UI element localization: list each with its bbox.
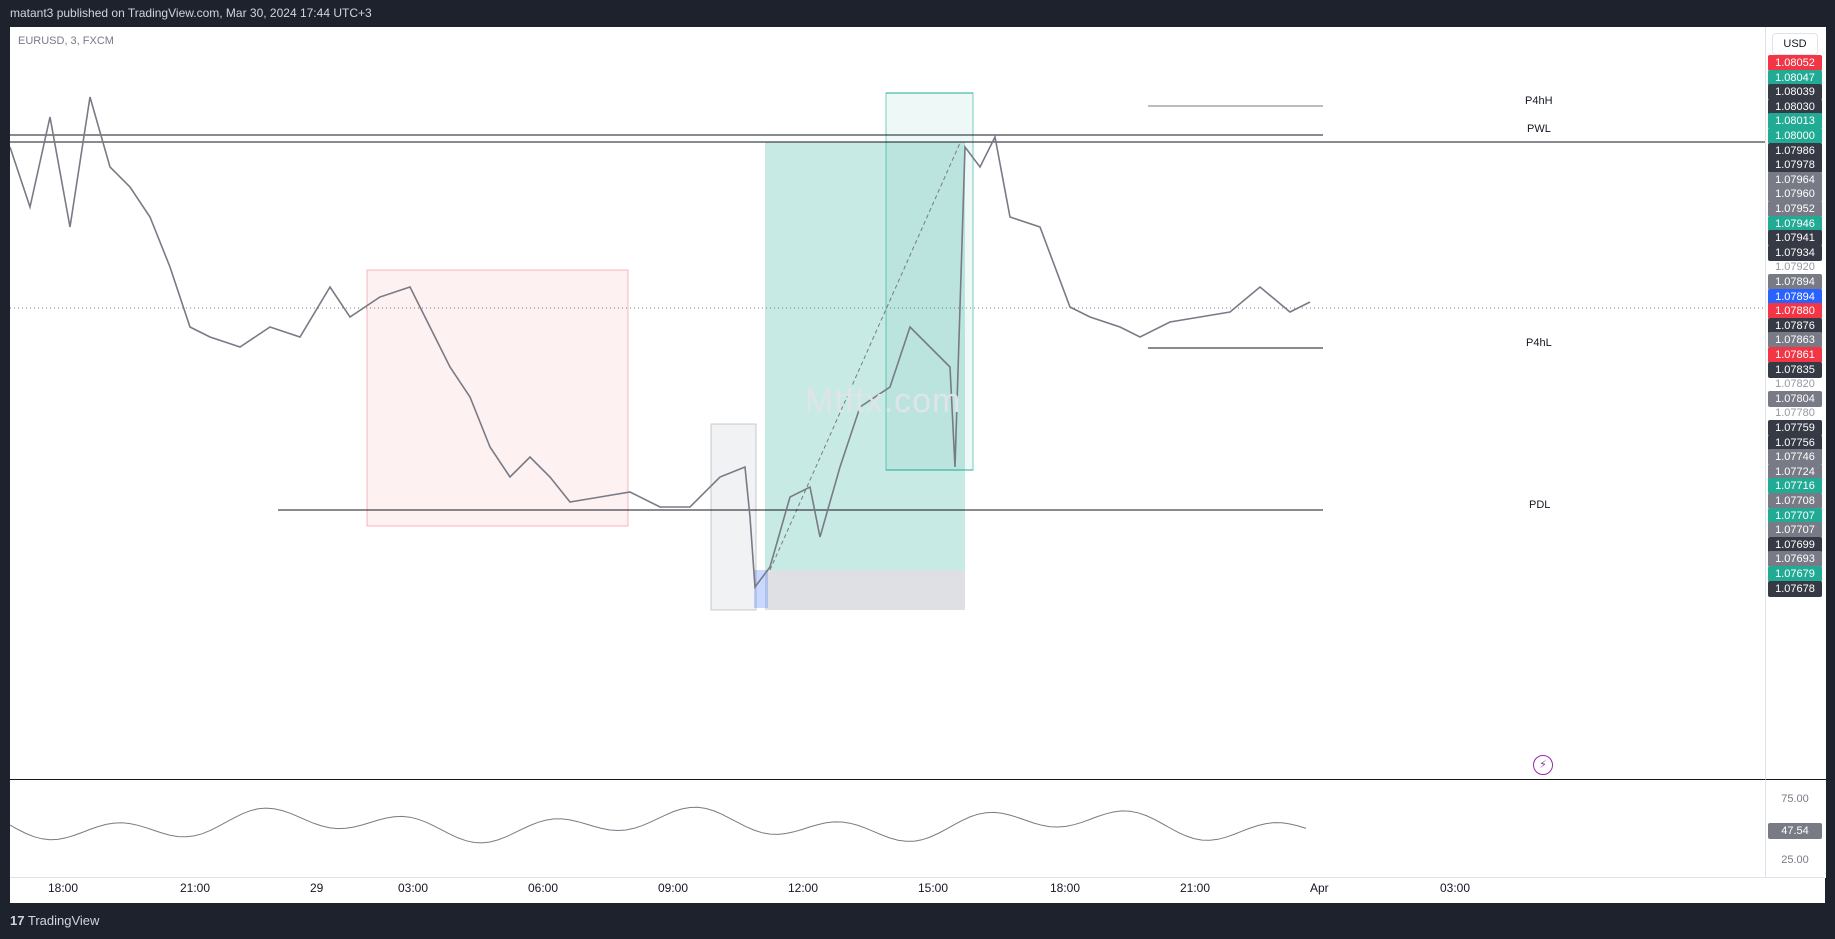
price-tag: 1.07952 [1768,201,1822,217]
price-tag: 1.07964 [1768,171,1822,188]
rsi-lower-label: 25.00 [1781,854,1809,866]
rsi-axis[interactable]: 75.00 47.54 25.00 [1765,779,1826,878]
price-tag: 1.07876 [1768,317,1822,334]
price-tag: 1.08013 [1768,113,1822,130]
price-tag: 1.07835 [1768,361,1822,378]
price-tag: 1.07708 [1768,493,1822,509]
price-tag: 1.07894 [1768,288,1822,305]
chart-pane[interactable]: EURUSD, 3, FXCM Mtftx.com P4hH PWL PDL P… [10,27,1765,779]
price-tag: 1.07707 [1768,522,1822,539]
price-tag: 1.07920 [1775,261,1815,274]
price-tag: 1.07759 [1768,420,1822,436]
price-tag: 1.07960 [1768,186,1822,203]
time-label: Apr [1310,881,1329,895]
secondary-target-box[interactable] [885,92,974,471]
time-label: 29 [310,881,324,895]
entry-marker-zone [754,570,768,608]
price-tag: 1.07804 [1768,390,1822,407]
price-tag: 1.08000 [1768,128,1822,144]
rsi-upper-label: 75.00 [1781,793,1809,805]
time-label: 18:00 [48,881,79,895]
rsi-chart [10,806,1307,844]
price-tag: 1.08030 [1768,98,1822,115]
publish-header: matant3 published on TradingView.com, Ma… [0,0,1835,27]
time-label: 06:00 [528,881,559,895]
short-position-box[interactable] [366,269,629,527]
symbol-label[interactable]: EURUSD, 3, FXCM [18,35,114,47]
left-frame [0,27,10,903]
long-position-stop-zone[interactable] [765,570,965,610]
price-tag: 1.07986 [1768,142,1822,159]
price-tag: 1.07780 [1775,407,1815,420]
price-tag: 1.07746 [1768,449,1822,466]
footer: 17 TradingView [0,903,1835,939]
published-text: matant3 published on TradingView.com, Ma… [10,6,372,20]
time-axis-background [10,877,1825,904]
time-label: 18:00 [1050,881,1081,895]
price-tag: 1.07724 [1768,463,1822,480]
p4hl-label: P4hL [1526,337,1552,349]
price-tag: 1.07820 [1775,378,1815,391]
time-label: 12:00 [788,881,819,895]
rsi-panel[interactable] [10,779,1765,878]
price-tag: 1.07693 [1768,551,1822,568]
lightning-icon[interactable]: ⚡ [1533,755,1553,775]
price-axis[interactable]: USD 1.08052 1.08047 1.08039 1.08030 1.08013 1… [1765,27,1826,779]
price-tag: 1.08052 [1768,55,1822,71]
time-label: 21:00 [180,881,211,895]
price-tag: 1.07678 [1768,580,1822,597]
price-tag: 1.07699 [1768,536,1822,553]
footer-brand: TradingView [27,913,100,928]
watermark: Mtftx.com [805,382,962,420]
price-tag: 1.07941 [1768,230,1822,247]
right-frame [1825,27,1835,903]
pdl-label: PDL [1529,499,1551,511]
price-tag: 1.07946 [1768,215,1822,232]
time-axis[interactable]: 18:00 21:00 29 03:00 06:00 09:00 12:00 15:00 18:… [10,877,1825,904]
time-label: 03:00 [1440,881,1471,895]
price-tag: 1.07863 [1768,332,1822,349]
candles-group [10,96,1311,590]
p4hh-label: P4hH [1525,95,1553,107]
price-tag: 1.08039 [1768,84,1822,101]
price-tag: 1.07894 [1768,274,1822,290]
time-label: 21:00 [1180,881,1211,895]
price-chart[interactable] [10,27,1765,779]
time-label: 09:00 [658,881,689,895]
rsi-value-tag: 47.54 [1768,823,1822,839]
price-tag: 1.07861 [1768,347,1822,363]
price-tag: 1.07880 [1768,303,1822,320]
price-tag: 1.07978 [1768,157,1822,174]
tradingview-logo-icon: 17 [10,913,25,928]
pwl-label: PWL [1527,123,1551,135]
price-tag: 1.07756 [1768,434,1822,451]
rsi-line [10,806,1307,844]
projection-line [769,142,961,571]
price-trace [10,96,1311,590]
price-tag: 1.07679 [1768,566,1822,582]
time-label: 15:00 [918,881,949,895]
price-tag: 1.07934 [1768,244,1822,261]
price-tag: 1.07707 [1768,507,1822,524]
price-tag: 1.07716 [1768,478,1822,495]
range-box[interactable] [710,423,757,611]
price-tag: 1.08047 [1768,69,1822,86]
currency-button[interactable]: USD [1772,33,1818,55]
time-label: 03:00 [398,881,429,895]
